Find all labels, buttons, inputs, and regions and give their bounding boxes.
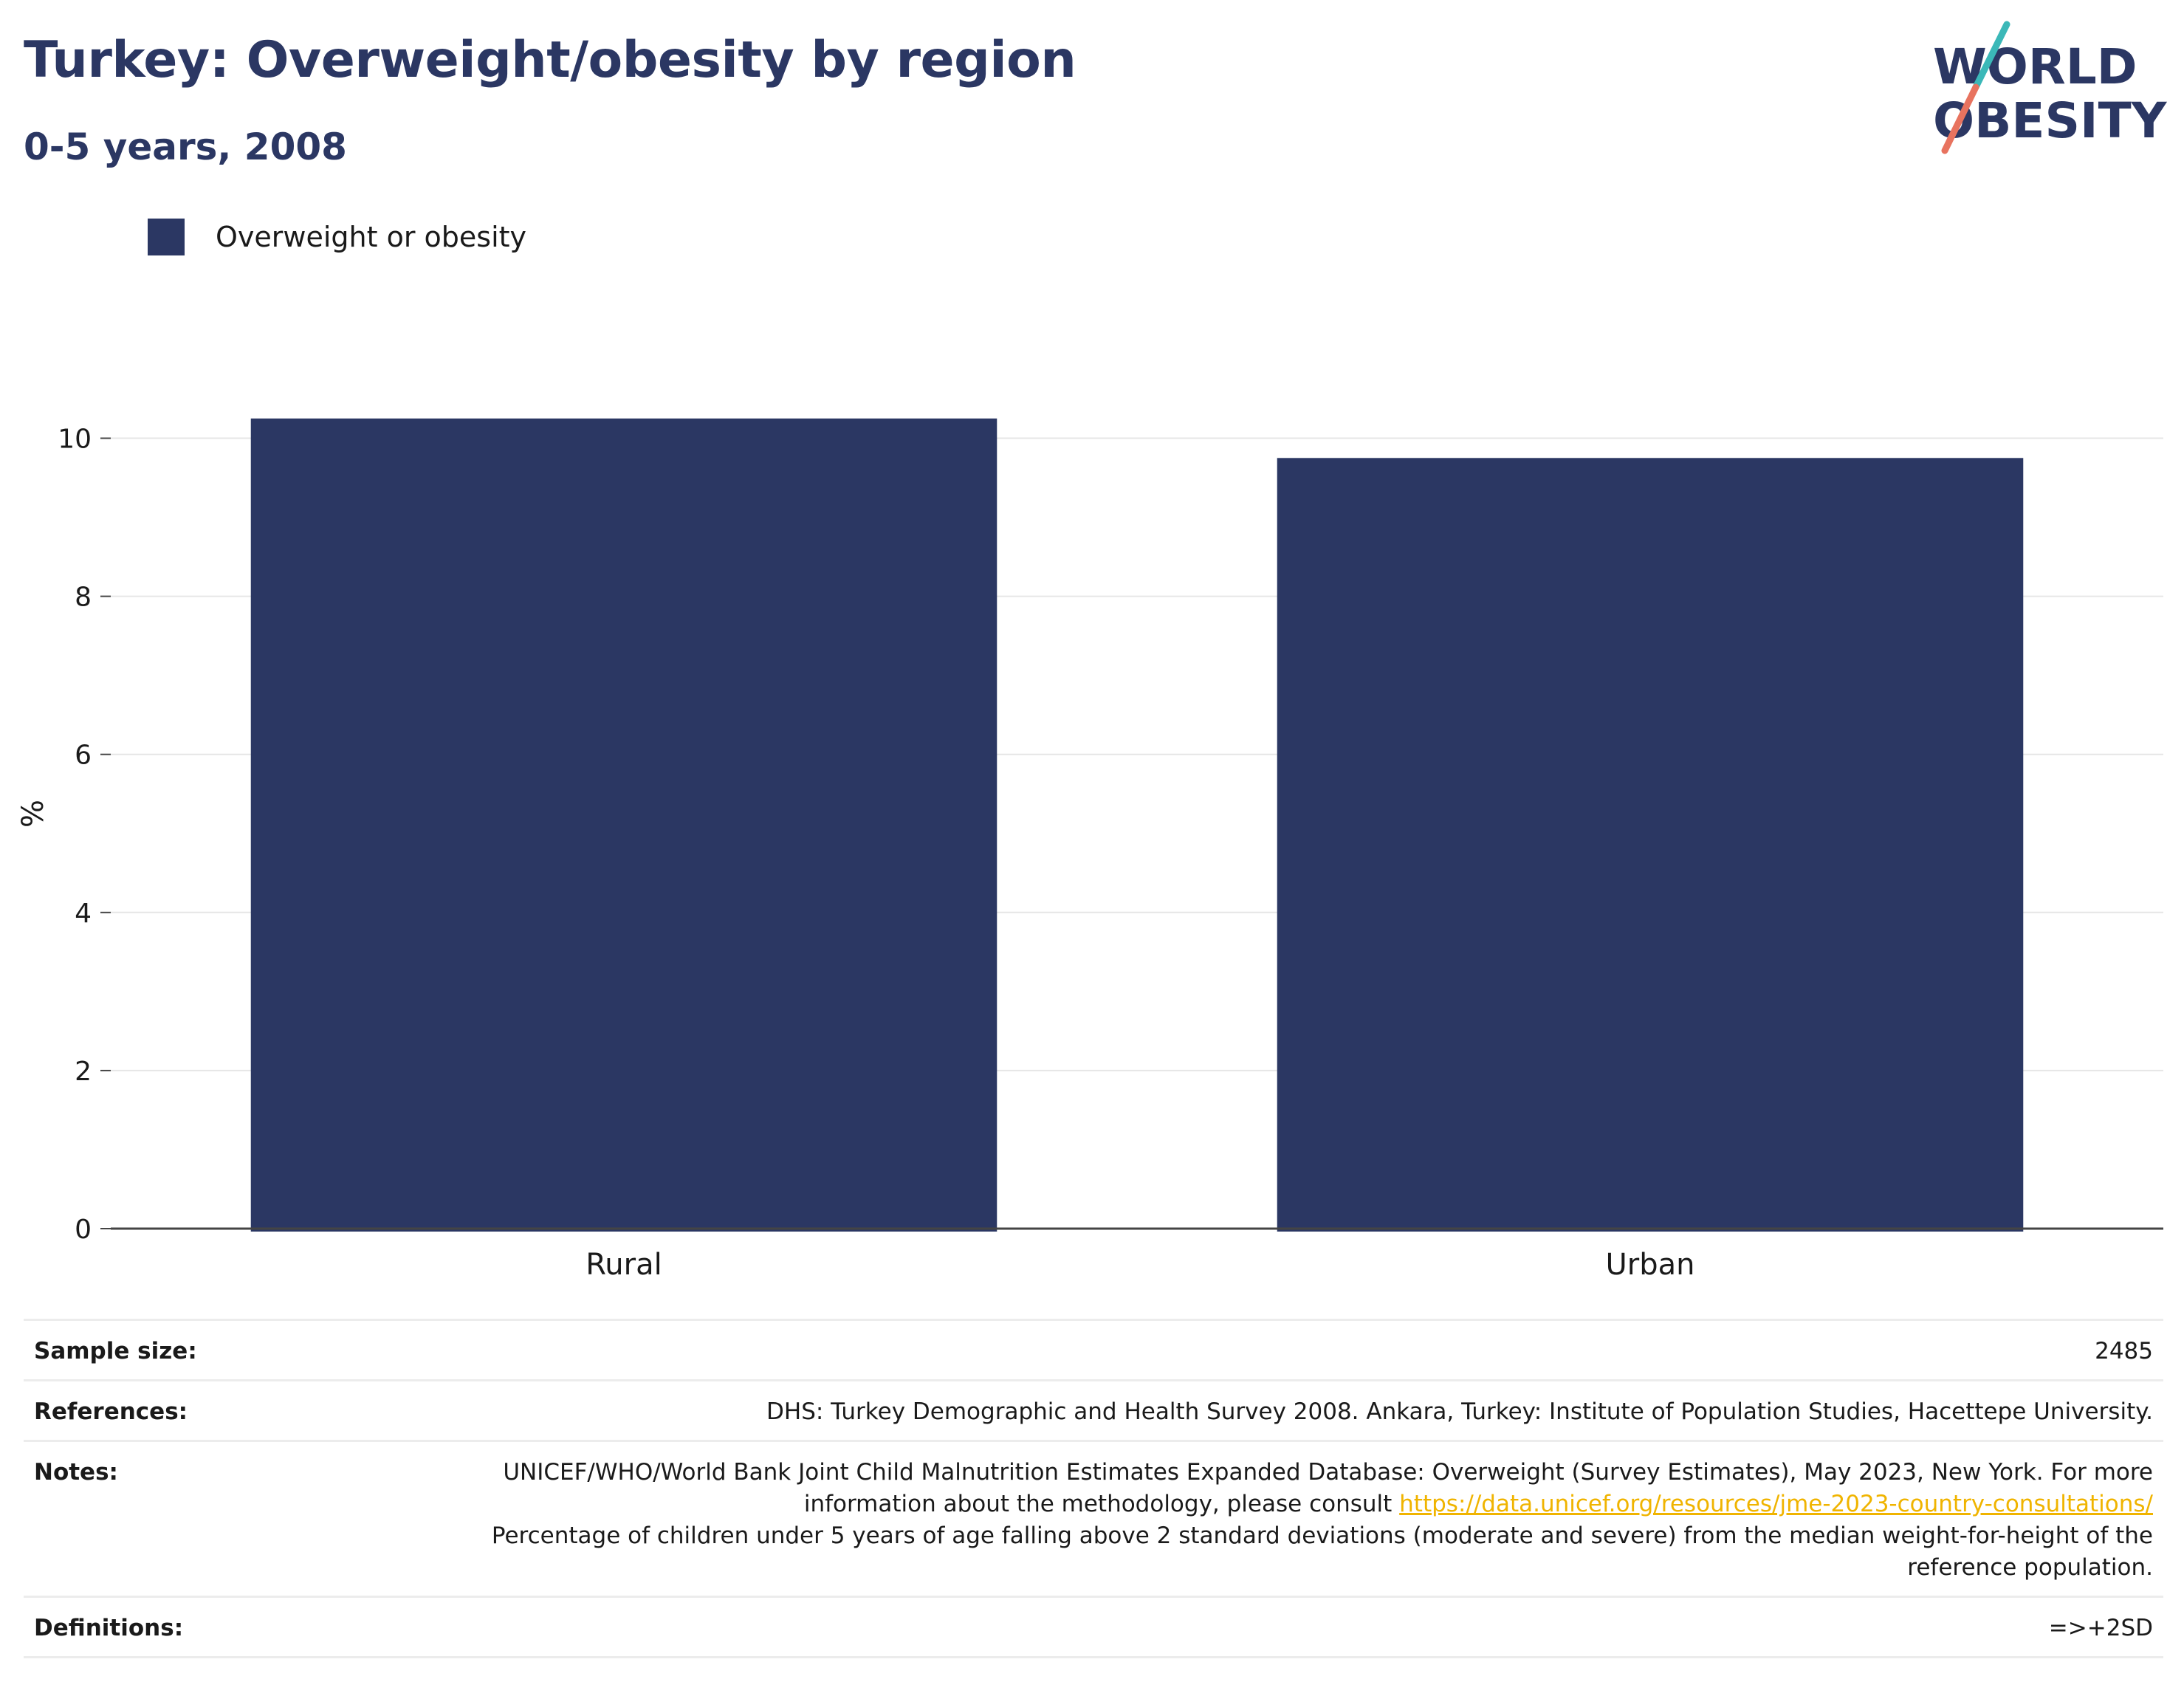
references-label: References: <box>24 1379 428 1441</box>
y-tick-labels: 0 2 4 6 8 10 <box>58 425 111 1245</box>
bar-urban[interactable] <box>1277 458 2024 1232</box>
notes-label: Notes: <box>24 1440 428 1597</box>
sample-size-label: Sample size: <box>24 1319 428 1381</box>
chart-subtitle: 0-5 years, 2008 <box>24 126 347 168</box>
notes-definition-text: Percentage of children under 5 years of … <box>491 1522 2153 1581</box>
y-tick-label: 10 <box>58 425 92 455</box>
notes-row: Notes: UNICEF/WHO/World Bank Joint Child… <box>24 1440 2163 1597</box>
notes-link[interactable]: https://data.unicef.org/resources/jme-20… <box>1399 1491 2153 1517</box>
x-tick-label: Rural <box>586 1248 662 1282</box>
definitions-value: =>+2SD <box>428 1596 2163 1658</box>
notes-text: UNICEF/WHO/World Bank Joint Child Malnut… <box>503 1459 2153 1517</box>
x-tick-labels: Rural Urban <box>586 1248 1694 1282</box>
bar-rural[interactable] <box>250 418 997 1232</box>
legend[interactable]: Overweight or obesity <box>148 219 526 255</box>
notes-value: UNICEF/WHO/World Bank Joint Child Malnut… <box>428 1440 2163 1597</box>
y-tick-label: 4 <box>75 899 92 929</box>
y-tick-label: 0 <box>75 1215 92 1245</box>
bar-chart: 0 2 4 6 8 10 Rural Urban % <box>16 418 2163 1282</box>
chart-title: Turkey: Overweight/obesity by region <box>24 31 1076 89</box>
info-table: Sample size: 2485 References: DHS: Turke… <box>24 1319 2163 1658</box>
sample-size-value: 2485 <box>428 1319 2163 1381</box>
definitions-label: Definitions: <box>24 1596 428 1658</box>
y-tick-label: 2 <box>75 1057 92 1087</box>
svg-text:WORLD: WORLD <box>1933 38 2137 95</box>
y-axis-label: % <box>16 800 50 828</box>
references-value: DHS: Turkey Demographic and Health Surve… <box>428 1379 2163 1441</box>
bars <box>250 418 2024 1232</box>
references-row: References: DHS: Turkey Demographic and … <box>24 1379 2163 1441</box>
y-tick-label: 8 <box>75 583 92 613</box>
x-tick-label: Urban <box>1606 1248 1695 1282</box>
definitions-row: Definitions: =>+2SD <box>24 1596 2163 1658</box>
legend-label: Overweight or obesity <box>216 221 527 253</box>
legend-swatch <box>148 219 185 255</box>
sample-size-row: Sample size: 2485 <box>24 1319 2163 1381</box>
y-tick-label: 6 <box>75 741 92 771</box>
world-obesity-logo: WORLD OBESITY <box>1933 21 2168 154</box>
